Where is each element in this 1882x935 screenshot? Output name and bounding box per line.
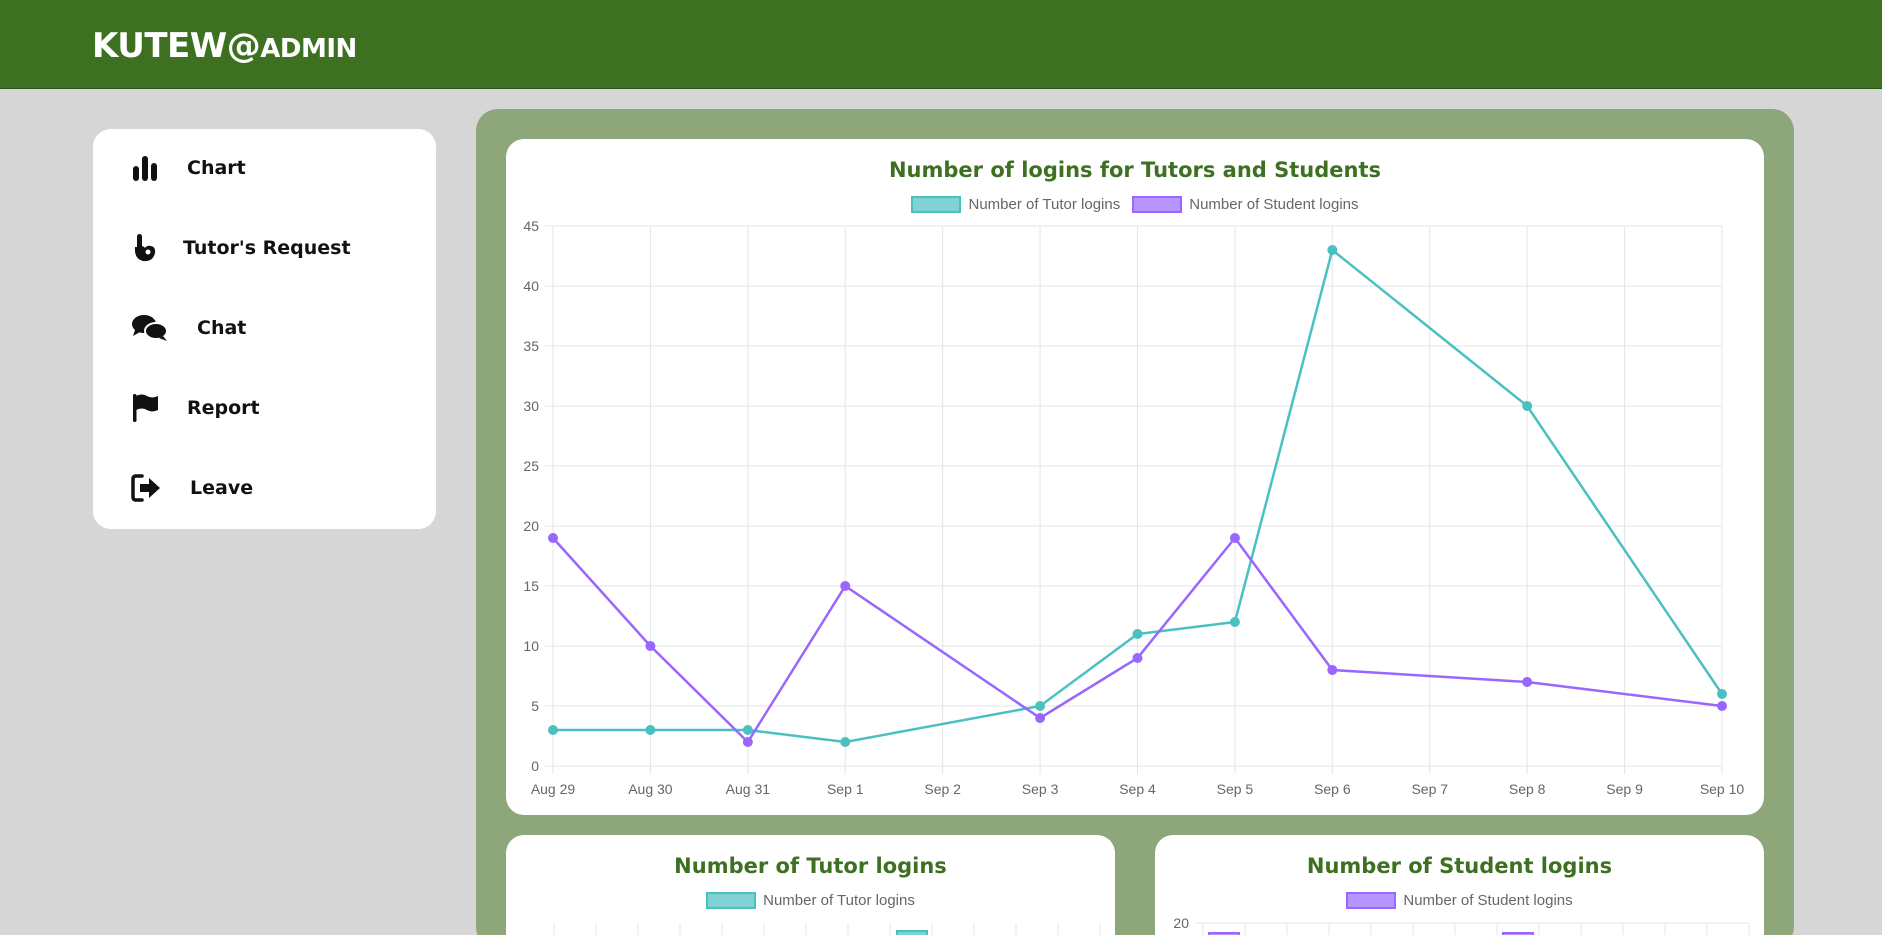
- y-tick-label: 20: [523, 518, 539, 534]
- data-point: [742, 725, 753, 735]
- brand-sub: ADMIN: [260, 34, 357, 64]
- x-tick-label: Sep 1: [827, 781, 864, 797]
- top-bar: KUTEW@ADMIN: [0, 0, 1882, 89]
- series-line: [553, 247, 1724, 744]
- data-point: [645, 725, 656, 735]
- y-tick-label: 25: [523, 458, 539, 474]
- sidebar-item-chat[interactable]: Chat: [93, 299, 436, 359]
- data-point: [1327, 245, 1338, 255]
- sidebar-nav: Chart Tutor's Request Chat: [93, 129, 436, 529]
- bar: [1502, 932, 1534, 935]
- data-point: [1522, 401, 1533, 411]
- data-point: [1035, 713, 1046, 723]
- x-tick-label: Aug 30: [628, 781, 673, 797]
- legend-swatch: [1132, 196, 1183, 213]
- chart-title: Number of logins for Tutors and Students: [888, 158, 1381, 182]
- x-tick-label: Sep 2: [924, 781, 961, 797]
- student-chart-card: Number of Student logins Number of Stude…: [1155, 835, 1764, 935]
- y-tick-label: 30: [523, 398, 539, 414]
- x-tick-label: Sep 10: [1700, 781, 1745, 797]
- legend-label: Number of Tutor logins: [968, 196, 1121, 213]
- legend-swatch: [911, 196, 962, 213]
- flag-icon: [131, 393, 161, 423]
- legend-label: Number of Student logins: [1403, 892, 1573, 909]
- brand-main: KUTEW@: [92, 26, 261, 66]
- y-tick-label: 45: [523, 218, 539, 234]
- legend-swatch: [1346, 892, 1397, 909]
- sidebar-item-label: Chat: [197, 317, 247, 339]
- data-point: [840, 581, 851, 591]
- sidebar-item-tutors-request[interactable]: Tutor's Request: [93, 219, 436, 279]
- sidebar-item-report[interactable]: Report: [93, 379, 436, 439]
- legend-label: Number of Student logins: [1189, 196, 1359, 213]
- series-line: [552, 535, 1723, 744]
- y-tick-label: 5: [531, 698, 539, 714]
- line-chart: 0 5 10 15 20 25 30 35 40 45 Aug 29 Aug 30 Aug 31 Sep …: [523, 218, 1745, 797]
- sidebar-item-label: Chart: [187, 157, 246, 179]
- x-tick-label: Aug 31: [726, 781, 771, 797]
- x-tick-label: Sep 9: [1606, 781, 1643, 797]
- bar-chart-icon: [131, 153, 161, 183]
- chart-title: Number of Tutor logins: [674, 854, 947, 878]
- data-point: [1229, 617, 1240, 627]
- y-tick-label: 0: [531, 758, 539, 774]
- x-tick-label: Sep 6: [1314, 781, 1351, 797]
- y-tick-label: 20: [1173, 915, 1189, 931]
- data-point: [1035, 701, 1046, 711]
- legend-item-student[interactable]: Number of Student logins: [1346, 892, 1573, 909]
- x-tick-label: Sep 8: [1509, 781, 1546, 797]
- data-point: [1229, 533, 1240, 543]
- legend-item-tutor[interactable]: Number of Tutor logins: [706, 892, 915, 909]
- sidebar-item-chart[interactable]: Chart: [93, 139, 436, 199]
- data-point: [1717, 689, 1727, 699]
- brand-logo[interactable]: KUTEW@ADMIN: [92, 26, 357, 66]
- chat-bubbles-icon: [131, 313, 168, 343]
- x-tick-label: Sep 5: [1217, 781, 1254, 797]
- legend-swatch: [706, 892, 757, 909]
- sidebar-item-label: Tutor's Request: [183, 237, 351, 259]
- data-point: [548, 533, 558, 543]
- legend-item-tutor[interactable]: Number of Tutor logins: [911, 196, 1120, 213]
- chart-legend: Number of Tutor logins: [506, 892, 1115, 909]
- main-chart-card: Number of logins for Tutors and Students…: [506, 139, 1764, 815]
- bar: [896, 930, 928, 935]
- y-tick-label: 35: [523, 338, 539, 354]
- data-point: [742, 737, 753, 747]
- bar: [1208, 932, 1240, 935]
- data-point: [1717, 701, 1727, 711]
- data-point: [645, 641, 656, 651]
- chart-title: Number of Student logins: [1306, 854, 1613, 878]
- sidebar-item-label: Report: [187, 397, 260, 419]
- data-point: [1132, 629, 1143, 639]
- bar-chart: [553, 923, 1101, 935]
- y-tick-label: 15: [523, 578, 539, 594]
- chart-legend: Number of Student logins: [1155, 892, 1764, 909]
- x-tick-label: Sep 3: [1022, 781, 1059, 797]
- tutor-chart-card: Number of Tutor logins Number of Tutor l…: [506, 835, 1115, 935]
- y-tick-label: 10: [523, 638, 539, 654]
- x-tick-label: Sep 4: [1119, 781, 1156, 797]
- legend-item-student[interactable]: Number of Student logins: [1132, 196, 1359, 213]
- data-point: [1327, 665, 1338, 675]
- data-point: [548, 725, 558, 735]
- y-tick-label: 40: [523, 278, 539, 294]
- data-point: [1132, 653, 1143, 663]
- chart-legend: Number of Tutor logins Number of Student…: [506, 196, 1764, 213]
- x-tick-label: Aug 29: [531, 781, 576, 797]
- sidebar-item-leave[interactable]: Leave: [93, 459, 436, 519]
- sign-out-icon: [131, 473, 161, 503]
- sidebar-item-label: Leave: [190, 477, 254, 499]
- data-point: [840, 737, 851, 747]
- x-tick-label: Sep 7: [1411, 781, 1448, 797]
- data-point: [1522, 677, 1533, 687]
- legend-label: Number of Tutor logins: [763, 892, 915, 909]
- bar-chart: 20: [1173, 915, 1750, 935]
- hand-pointer-icon: [131, 233, 161, 263]
